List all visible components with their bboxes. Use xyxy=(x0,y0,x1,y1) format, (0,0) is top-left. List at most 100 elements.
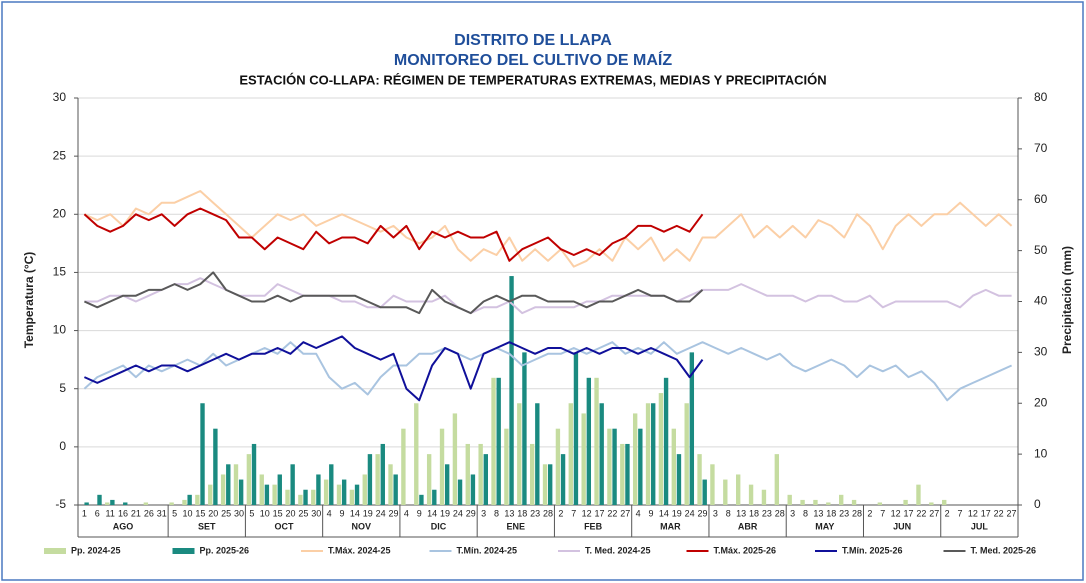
precip-bar xyxy=(259,474,264,505)
x-tick-label: 27 xyxy=(620,508,630,518)
precip-bar xyxy=(97,494,102,505)
month-label: ENE xyxy=(507,521,526,531)
precip-bar xyxy=(504,428,509,505)
month-label: FEB xyxy=(584,521,603,531)
x-tick-label: 23 xyxy=(762,508,772,518)
x-tick-label: 4 xyxy=(327,508,332,518)
precip-bar xyxy=(465,443,470,505)
x-tick-label: 27 xyxy=(929,508,939,518)
x-tick-label: 13 xyxy=(504,508,514,518)
precip-bar xyxy=(612,428,617,505)
x-tick-label: 14 xyxy=(427,508,437,518)
x-tick-label: 19 xyxy=(440,508,450,518)
y-tick-label: 20 xyxy=(53,206,67,220)
month-label: SET xyxy=(198,521,216,531)
precip-bar xyxy=(586,377,592,505)
x-tick-label: 18 xyxy=(826,508,836,518)
precip-bar xyxy=(478,443,483,505)
x-tick-label: 22 xyxy=(916,508,926,518)
precip-bar xyxy=(522,352,527,505)
precip-bar xyxy=(671,428,676,505)
precip-bar xyxy=(483,454,488,505)
x-tick-label: 10 xyxy=(260,508,270,518)
precip-bar xyxy=(581,413,586,505)
temp-line xyxy=(83,335,704,402)
precip-bar xyxy=(916,484,921,505)
y2-tick-label: 30 xyxy=(1034,345,1048,359)
precip-bar xyxy=(568,403,573,505)
precip-bar xyxy=(573,352,579,505)
month-label: JUN xyxy=(893,521,911,531)
chart-title: DISTRITO DE LLAPA xyxy=(454,32,612,49)
precip-bar xyxy=(316,474,321,505)
precip-bar xyxy=(457,479,463,505)
precip-bar xyxy=(599,403,604,505)
precip-bar xyxy=(638,428,643,505)
x-tick-label: 26 xyxy=(144,508,154,518)
month-label: NOV xyxy=(352,521,372,531)
x-tick-label: 2 xyxy=(558,508,563,518)
y2-tick-label: 20 xyxy=(1034,395,1048,409)
temp-line xyxy=(83,190,1013,268)
month-label: AGO xyxy=(113,521,134,531)
y-tick-label: 10 xyxy=(53,323,67,337)
x-tick-label: 25 xyxy=(221,508,231,518)
legend-swatch xyxy=(44,548,66,554)
x-tick-label: 4 xyxy=(404,508,409,518)
y2-tick-label: 60 xyxy=(1034,192,1048,206)
precip-bar xyxy=(787,494,792,505)
precip-bar xyxy=(303,489,308,505)
x-tick-label: 29 xyxy=(698,508,708,518)
x-tick-label: 14 xyxy=(659,508,669,518)
x-tick-label: 18 xyxy=(517,508,527,518)
x-tick-label: 17 xyxy=(594,508,604,518)
x-tick-label: 3 xyxy=(790,508,795,518)
precip-bar xyxy=(233,464,239,505)
x-tick-label: 13 xyxy=(813,508,823,518)
x-tick-label: 2 xyxy=(945,508,950,518)
x-tick-label: 8 xyxy=(803,508,808,518)
x-tick-label: 6 xyxy=(95,508,100,518)
precip-bar xyxy=(439,428,445,505)
precip-bar xyxy=(341,479,347,505)
x-tick-label: 17 xyxy=(981,508,991,518)
precip-bar xyxy=(380,443,385,505)
precip-bar xyxy=(388,464,393,505)
precip-bar xyxy=(169,502,174,505)
precip-bar xyxy=(354,484,360,505)
precip-bar xyxy=(658,393,664,505)
y2-tick-label: 80 xyxy=(1034,90,1048,104)
precip-bar xyxy=(105,502,110,505)
precip-bar xyxy=(560,454,566,505)
precip-bar xyxy=(645,403,651,505)
legend-label: T.Mín. 2025-26 xyxy=(842,545,903,555)
y2-tick-label: 50 xyxy=(1034,243,1048,257)
x-tick-label: 28 xyxy=(852,508,862,518)
x-tick-label: 13 xyxy=(736,508,746,518)
precip-bar xyxy=(632,413,638,505)
x-tick-label: 22 xyxy=(994,508,1004,518)
x-tick-label: 9 xyxy=(339,508,344,518)
precip-bar xyxy=(311,489,316,505)
precip-bar xyxy=(213,428,218,505)
precip-bar xyxy=(877,502,883,505)
x-tick-label: 29 xyxy=(466,508,476,518)
legend-swatch xyxy=(172,548,195,554)
precip-bar xyxy=(84,502,89,505)
precip-bar xyxy=(452,413,458,505)
x-tick-label: 29 xyxy=(388,508,398,518)
precip-bar xyxy=(723,479,728,505)
x-tick-label: 21 xyxy=(131,508,141,518)
x-tick-label: 28 xyxy=(775,508,785,518)
precip-bar xyxy=(195,494,200,505)
precip-bar xyxy=(349,489,355,505)
precip-bar xyxy=(393,474,398,505)
legend-label: T. Med. 2025-26 xyxy=(971,545,1037,555)
month-label: MAR xyxy=(660,521,681,531)
precip-bar xyxy=(684,403,689,505)
precip-bar xyxy=(362,474,367,505)
precip-bar xyxy=(414,403,419,505)
precip-bar xyxy=(929,502,934,505)
